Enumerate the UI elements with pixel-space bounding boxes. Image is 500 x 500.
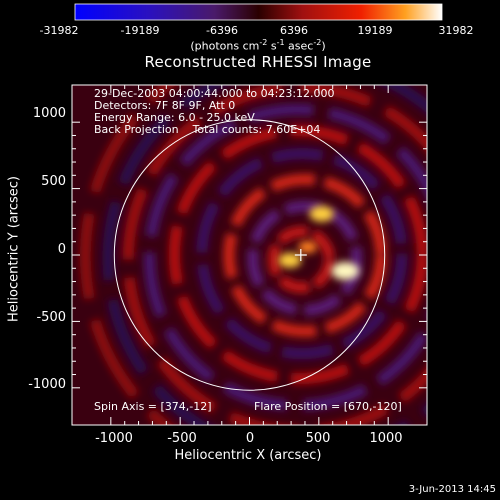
x-axis-label: Heliocentric X (arcsec) xyxy=(174,448,322,463)
spin-axis-text: Spin Axis = [374,-12] xyxy=(94,400,212,413)
ring-pattern xyxy=(122,85,427,425)
colorbar-tick: 6396 xyxy=(280,24,308,37)
colorbar-tick: -19189 xyxy=(120,24,160,37)
center-crosshair xyxy=(294,249,307,261)
solar-limb xyxy=(113,119,386,391)
y-tick-label: 1000 xyxy=(32,106,66,121)
source-blob xyxy=(298,240,318,254)
source-blob xyxy=(331,261,360,280)
energy-range-text: Energy Range: 6.0 - 25.0 keV xyxy=(94,111,255,124)
x-tick-label: 0 xyxy=(245,431,255,446)
heatmap-image xyxy=(72,85,427,425)
ring-pattern xyxy=(144,103,427,411)
axis-ticks xyxy=(72,85,427,425)
source-blob xyxy=(278,252,302,268)
footer-date: 3-Jun-2013 14:45 xyxy=(408,484,496,495)
colorbar-tick: 31982 xyxy=(438,24,474,37)
y-tick-label: -500 xyxy=(36,310,66,325)
source-blob xyxy=(309,205,334,222)
method-counts-text: Back Projection Total counts: 7.60E+04 xyxy=(94,123,321,136)
x-tick-label: 500 xyxy=(305,431,331,446)
y-axis-label: Heliocentric Y (arcsec) xyxy=(6,176,22,322)
colorbar-units: (photons cm-2 s-1 asec-2) xyxy=(190,38,326,53)
x-tick-label: -500 xyxy=(167,431,197,446)
colorbar-tick: 19189 xyxy=(357,24,393,37)
y-tick-label: -1000 xyxy=(28,377,66,392)
y-tick-label: 500 xyxy=(41,174,66,189)
ring-pattern xyxy=(267,226,335,294)
colorbar xyxy=(74,3,443,21)
ring-pattern xyxy=(79,85,177,425)
time-range-text: 29-Dec-2003 04:00:44.000 to 04:23:12.000 xyxy=(94,87,335,100)
y-tick-label: 0 xyxy=(57,242,66,257)
ring-pattern xyxy=(223,173,387,337)
x-tick-label: -1000 xyxy=(95,431,133,446)
ring-pattern xyxy=(247,200,363,316)
x-tick-label: 1000 xyxy=(369,431,403,446)
ring-pattern xyxy=(196,148,408,360)
flare-position-text: Flare Position = [670,-120] xyxy=(254,400,402,413)
chart-title: Reconstructed RHESSI Image xyxy=(144,53,372,71)
colorbar-tick: -6396 xyxy=(206,24,238,37)
detectors-text: Detectors: 7F 8F 9F, Att 0 xyxy=(94,99,236,112)
colorbar-tick: -31982 xyxy=(39,24,79,37)
ring-pattern xyxy=(102,85,427,425)
